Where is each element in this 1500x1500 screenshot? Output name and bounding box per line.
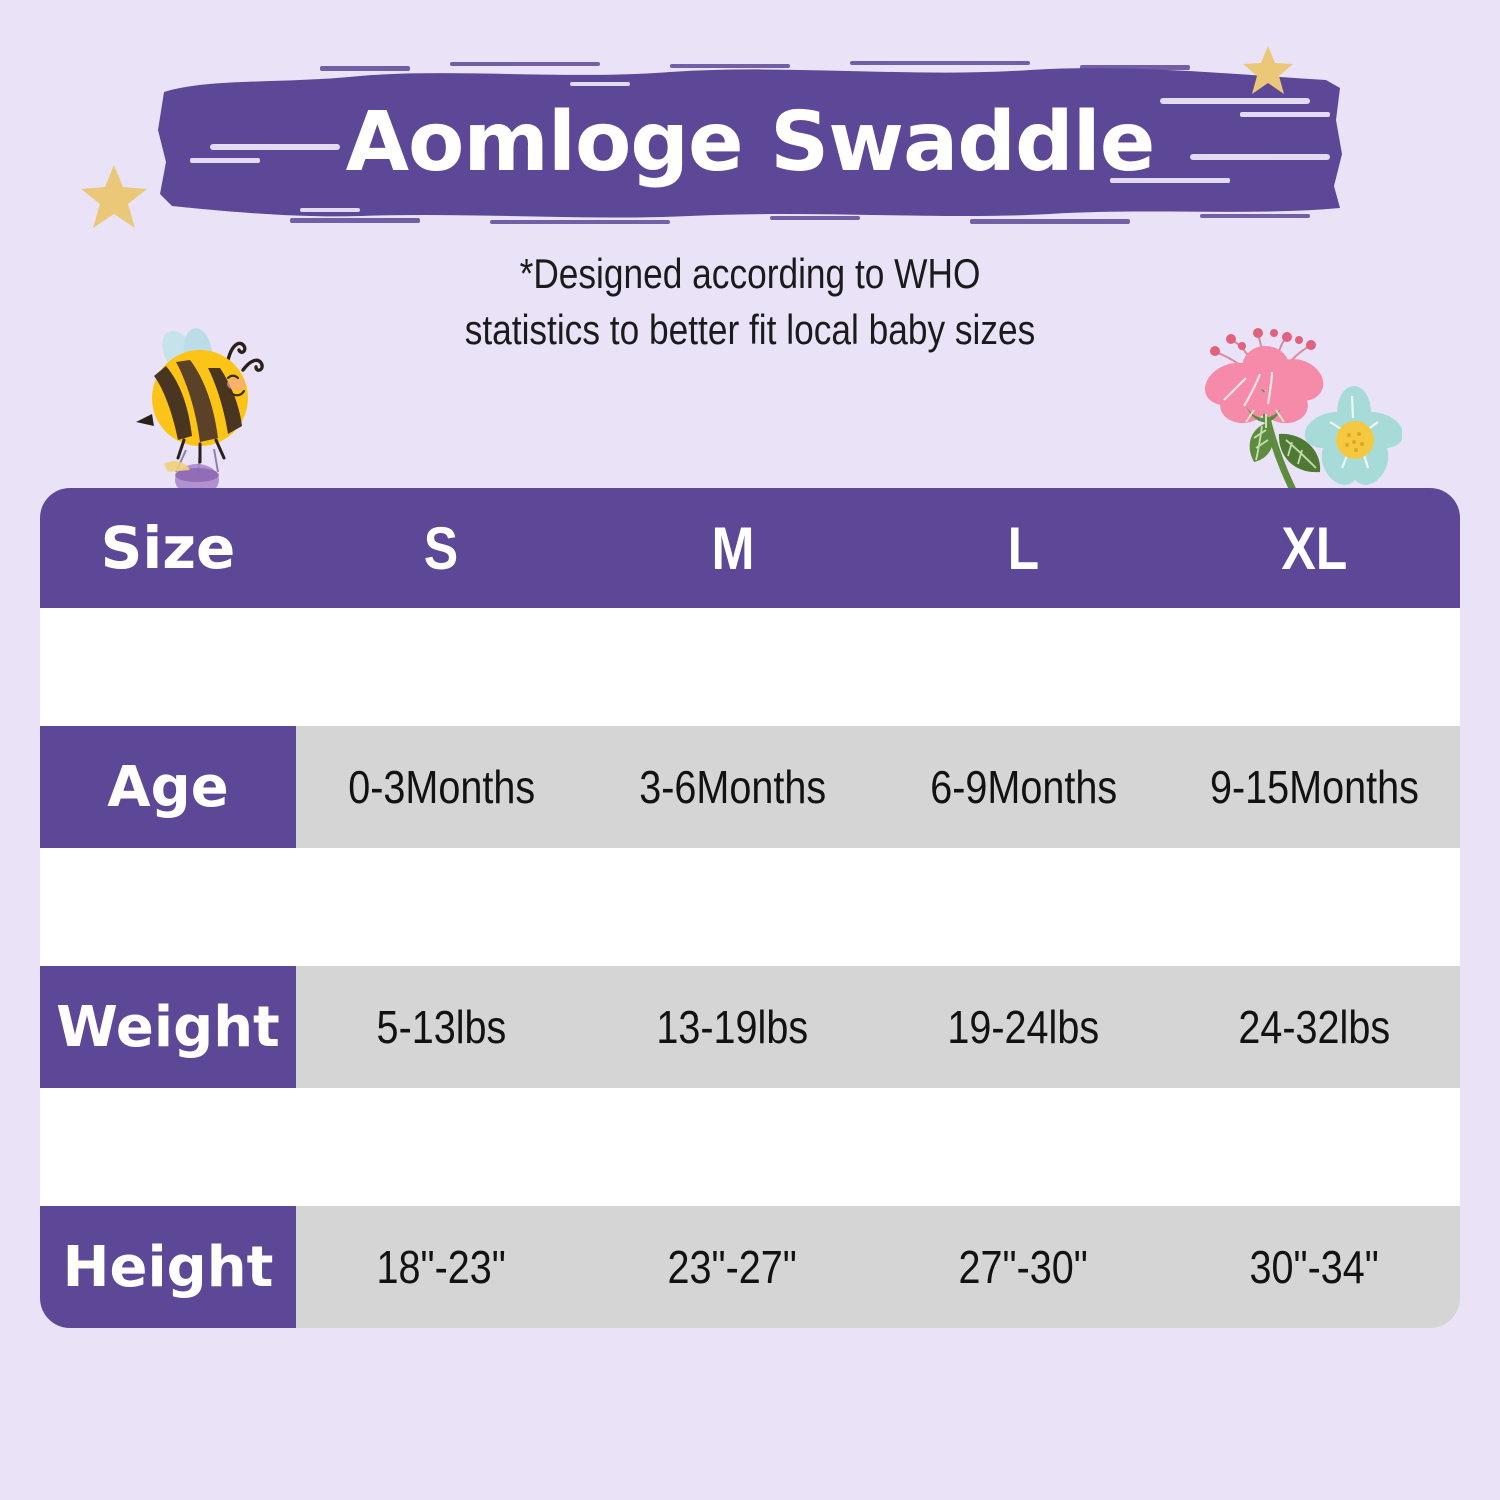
- height-value-l-text: 27"-30": [958, 1241, 1089, 1293]
- weight-value-s-text: 5-13lbs: [376, 1001, 507, 1053]
- row-label-height: Height: [40, 1206, 296, 1328]
- weight-value-xl-text: 24-32lbs: [1238, 1001, 1391, 1053]
- header-col-m: M: [587, 488, 878, 608]
- age-value-xl-text: 9-15Months: [1210, 761, 1419, 813]
- spacer-cell: [296, 848, 587, 966]
- height-value-xl: 30"-34": [1169, 1206, 1460, 1328]
- weight-value-m: 13-19lbs: [587, 966, 878, 1088]
- spacer-cell: [40, 1088, 296, 1206]
- header-col-s-text: S: [424, 514, 459, 582]
- spacer-cell: [878, 608, 1169, 726]
- subtitle-line-2: statistics to better fit local baby size…: [464, 306, 1036, 353]
- header-col-m-text: M: [710, 514, 754, 582]
- subtitle: *Designed according to WHO statistics to…: [120, 246, 1380, 358]
- table-spacer-row: [40, 608, 1460, 726]
- header-col-l: L: [878, 488, 1169, 608]
- age-value-s-text: 0-3Months: [348, 761, 535, 813]
- table-header-row: Size S M L XL: [40, 488, 1460, 608]
- brush-stroke-shape: [158, 61, 1342, 224]
- spacer-cell: [296, 1088, 587, 1206]
- age-value-m: 3-6Months: [587, 726, 878, 848]
- age-value-m-text: 3-6Months: [639, 761, 826, 813]
- height-value-m-text: 23"-27": [667, 1241, 798, 1293]
- star-icon: [1243, 46, 1293, 94]
- bee-illustration: [136, 328, 264, 496]
- header-col-xl: XL: [1169, 488, 1460, 608]
- table-row-age: Age 0-3Months 3-6Months 6-9Months 9-15Mo…: [40, 726, 1460, 848]
- header-label-size: Size: [40, 488, 296, 608]
- table-row-height: Height 18"-23" 23"-27" 27"-30" 30"-34": [40, 1206, 1460, 1328]
- height-value-l: 27"-30": [878, 1206, 1169, 1328]
- weight-value-s: 5-13lbs: [296, 966, 587, 1088]
- header-col-xl-text: XL: [1281, 514, 1348, 582]
- height-value-s: 18"-23": [296, 1206, 587, 1328]
- age-value-l: 6-9Months: [878, 726, 1169, 848]
- spacer-cell: [587, 1088, 878, 1206]
- spacer-cell: [878, 1088, 1169, 1206]
- weight-value-xl: 24-32lbs: [1169, 966, 1460, 1088]
- table-spacer-row: [40, 848, 1460, 966]
- spacer-cell: [40, 608, 296, 726]
- flowers-illustration: [1204, 328, 1402, 502]
- star-icon: [81, 165, 147, 228]
- table-row-weight: Weight 5-13lbs 13-19lbs 19-24lbs 24-32lb…: [40, 966, 1460, 1088]
- spacer-cell: [878, 848, 1169, 966]
- spacer-cell: [1169, 848, 1460, 966]
- spacer-cell: [1169, 608, 1460, 726]
- size-table: Size S M L XL Age 0-3Months 3-6Months 6-…: [40, 488, 1460, 1328]
- spacer-cell: [40, 848, 296, 966]
- spacer-cell: [587, 848, 878, 966]
- age-value-l-text: 6-9Months: [930, 761, 1117, 813]
- age-value-xl: 9-15Months: [1169, 726, 1460, 848]
- subtitle-line-1: *Designed according to WHO: [519, 250, 981, 297]
- weight-value-l-text: 19-24lbs: [947, 1001, 1100, 1053]
- weight-value-l: 19-24lbs: [878, 966, 1169, 1088]
- height-value-s-text: 18"-23": [376, 1241, 507, 1293]
- table-spacer-row: [40, 1088, 1460, 1206]
- spacer-cell: [296, 608, 587, 726]
- title-banner: Aomloge Swaddle: [150, 58, 1350, 226]
- height-value-m: 23"-27": [587, 1206, 878, 1328]
- age-value-s: 0-3Months: [296, 726, 587, 848]
- height-value-xl-text: 30"-34": [1249, 1241, 1380, 1293]
- spacer-cell: [1169, 1088, 1460, 1206]
- header-col-l-text: L: [1007, 514, 1040, 582]
- weight-value-m-text: 13-19lbs: [656, 1001, 809, 1053]
- header-col-s: S: [296, 488, 587, 608]
- row-label-age: Age: [40, 726, 296, 848]
- page-title: Aomloge Swaddle: [345, 94, 1156, 190]
- spacer-cell: [587, 608, 878, 726]
- row-label-weight: Weight: [40, 966, 296, 1088]
